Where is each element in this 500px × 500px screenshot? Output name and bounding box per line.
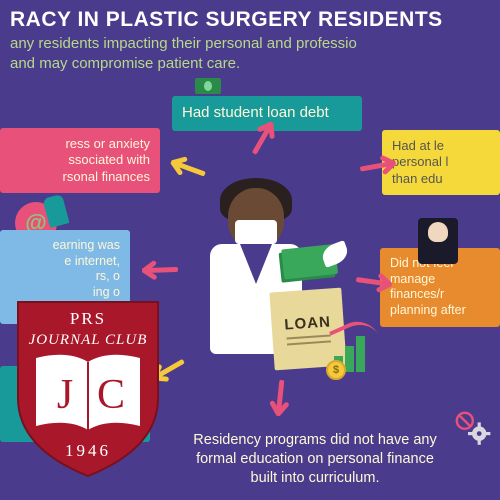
open-book-icon: J C <box>36 355 140 430</box>
shield-prs: PRS <box>70 309 106 328</box>
arrow-icon <box>355 270 393 295</box>
doctor-illustration: LOAN $ <box>180 160 360 380</box>
infographic-canvas: Had student loan debt ress or anxietysso… <box>0 0 500 500</box>
shield-year: 1946 <box>65 441 111 460</box>
coin-icon: $ <box>326 360 346 380</box>
mask-shape <box>235 220 277 244</box>
arrow-icon <box>268 379 292 417</box>
svg-text:J: J <box>57 372 73 418</box>
bottom-caption: Residency programs did not have anyforma… <box>160 431 470 488</box>
box-stress-anxiety: ress or anxietyssociated withrsonal fina… <box>0 128 160 193</box>
loan-label: LOAN <box>284 313 332 333</box>
box-personal-loans: Had at lepersonal lthan edu <box>382 130 500 195</box>
svg-text:C: C <box>97 372 125 418</box>
shield-journal-club: JOURNAL CLUB <box>29 332 148 348</box>
money-icon <box>195 78 221 94</box>
arrow-icon <box>142 259 179 280</box>
journal-club-badge: PRS JOURNAL CLUB J C 1946 <box>8 290 168 480</box>
worried-person-icon <box>418 218 458 264</box>
arrow-icon <box>168 152 209 183</box>
